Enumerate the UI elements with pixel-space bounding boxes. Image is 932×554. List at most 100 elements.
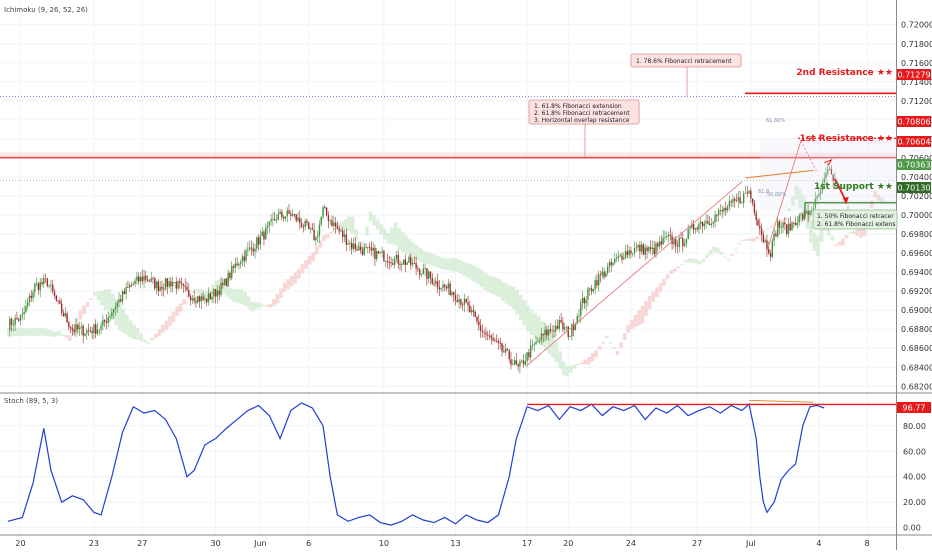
- candle[interactable]: [93, 323, 95, 340]
- candle[interactable]: [546, 325, 548, 340]
- candle[interactable]: [184, 278, 186, 292]
- candle[interactable]: [791, 220, 793, 231]
- candle[interactable]: [524, 353, 527, 367]
- candle[interactable]: [404, 254, 407, 273]
- candle[interactable]: [19, 314, 22, 326]
- candle[interactable]: [171, 276, 174, 293]
- candle[interactable]: [825, 166, 827, 185]
- candle[interactable]: [624, 244, 627, 260]
- candle[interactable]: [490, 334, 492, 345]
- candle[interactable]: [800, 212, 802, 222]
- candle[interactable]: [606, 262, 609, 276]
- candle[interactable]: [476, 316, 478, 325]
- candle[interactable]: [112, 308, 115, 320]
- candle[interactable]: [823, 172, 825, 190]
- candle[interactable]: [211, 291, 213, 303]
- candle[interactable]: [537, 337, 539, 343]
- candle[interactable]: [68, 320, 70, 331]
- candle[interactable]: [291, 209, 294, 217]
- candle[interactable]: [281, 209, 283, 220]
- candle[interactable]: [746, 186, 748, 198]
- candle[interactable]: [359, 242, 362, 254]
- candle[interactable]: [377, 250, 380, 254]
- candle[interactable]: [646, 245, 648, 259]
- candle[interactable]: [173, 281, 176, 283]
- candle[interactable]: [603, 267, 605, 280]
- candle[interactable]: [640, 241, 643, 255]
- candle[interactable]: [689, 226, 691, 236]
- candle[interactable]: [812, 203, 815, 211]
- candle[interactable]: [311, 223, 313, 231]
- candle[interactable]: [234, 257, 237, 273]
- candle[interactable]: [422, 263, 424, 275]
- candle[interactable]: [818, 186, 820, 198]
- candle[interactable]: [350, 237, 353, 255]
- candle[interactable]: [601, 266, 603, 279]
- candle[interactable]: [642, 242, 645, 256]
- candle[interactable]: [261, 227, 263, 237]
- candle[interactable]: [214, 288, 217, 304]
- candle[interactable]: [103, 319, 106, 328]
- candle[interactable]: [556, 319, 559, 330]
- candle[interactable]: [121, 289, 124, 305]
- candle[interactable]: [59, 297, 61, 305]
- candle[interactable]: [481, 324, 484, 338]
- candle[interactable]: [547, 325, 550, 341]
- candle[interactable]: [120, 294, 122, 303]
- candle[interactable]: [284, 216, 287, 222]
- candle[interactable]: [152, 276, 154, 284]
- candle[interactable]: [44, 273, 47, 284]
- candle[interactable]: [48, 284, 50, 289]
- candle[interactable]: [363, 243, 365, 257]
- candle[interactable]: [503, 345, 505, 353]
- candle[interactable]: [551, 325, 553, 339]
- candle[interactable]: [105, 314, 108, 330]
- candle[interactable]: [630, 246, 632, 258]
- candle[interactable]: [102, 314, 104, 331]
- candle[interactable]: [21, 307, 24, 320]
- candle[interactable]: [392, 258, 394, 266]
- candle[interactable]: [209, 291, 211, 300]
- candle[interactable]: [182, 283, 185, 293]
- candle[interactable]: [750, 187, 752, 203]
- candle[interactable]: [478, 314, 480, 331]
- candle[interactable]: [719, 204, 722, 216]
- candle[interactable]: [25, 299, 27, 314]
- candle[interactable]: [393, 255, 396, 269]
- candle[interactable]: [302, 223, 305, 233]
- candle[interactable]: [322, 205, 324, 220]
- candle[interactable]: [204, 294, 206, 304]
- candle[interactable]: [809, 209, 811, 220]
- note-second-resistance[interactable]: 1. 78.6% Fibonacci retracement: [630, 53, 742, 68]
- candle[interactable]: [189, 293, 192, 306]
- candle[interactable]: [252, 242, 254, 256]
- candle[interactable]: [487, 330, 489, 341]
- candle[interactable]: [361, 246, 364, 256]
- candle[interactable]: [139, 272, 142, 289]
- indicator-label-stoch[interactable]: Stoch (89, 5, 3): [4, 397, 58, 405]
- candle[interactable]: [329, 219, 331, 225]
- candle[interactable]: [479, 319, 482, 338]
- candle[interactable]: [560, 312, 562, 324]
- candle[interactable]: [163, 283, 165, 297]
- candle[interactable]: [240, 259, 242, 269]
- candle[interactable]: [207, 287, 210, 306]
- candle[interactable]: [710, 217, 713, 228]
- candle[interactable]: [358, 242, 360, 251]
- candle[interactable]: [154, 276, 156, 291]
- candle[interactable]: [62, 309, 65, 317]
- candle[interactable]: [424, 263, 426, 276]
- candle[interactable]: [14, 314, 16, 331]
- candle[interactable]: [367, 246, 369, 254]
- candle[interactable]: [510, 351, 512, 370]
- candle[interactable]: [274, 211, 276, 221]
- candle[interactable]: [811, 205, 813, 216]
- candle[interactable]: [349, 240, 351, 252]
- candle[interactable]: [98, 329, 100, 336]
- candle[interactable]: [266, 221, 269, 235]
- candle[interactable]: [648, 245, 650, 254]
- candle[interactable]: [793, 221, 795, 228]
- candle[interactable]: [651, 240, 654, 256]
- candle[interactable]: [243, 249, 245, 268]
- candle[interactable]: [168, 277, 170, 289]
